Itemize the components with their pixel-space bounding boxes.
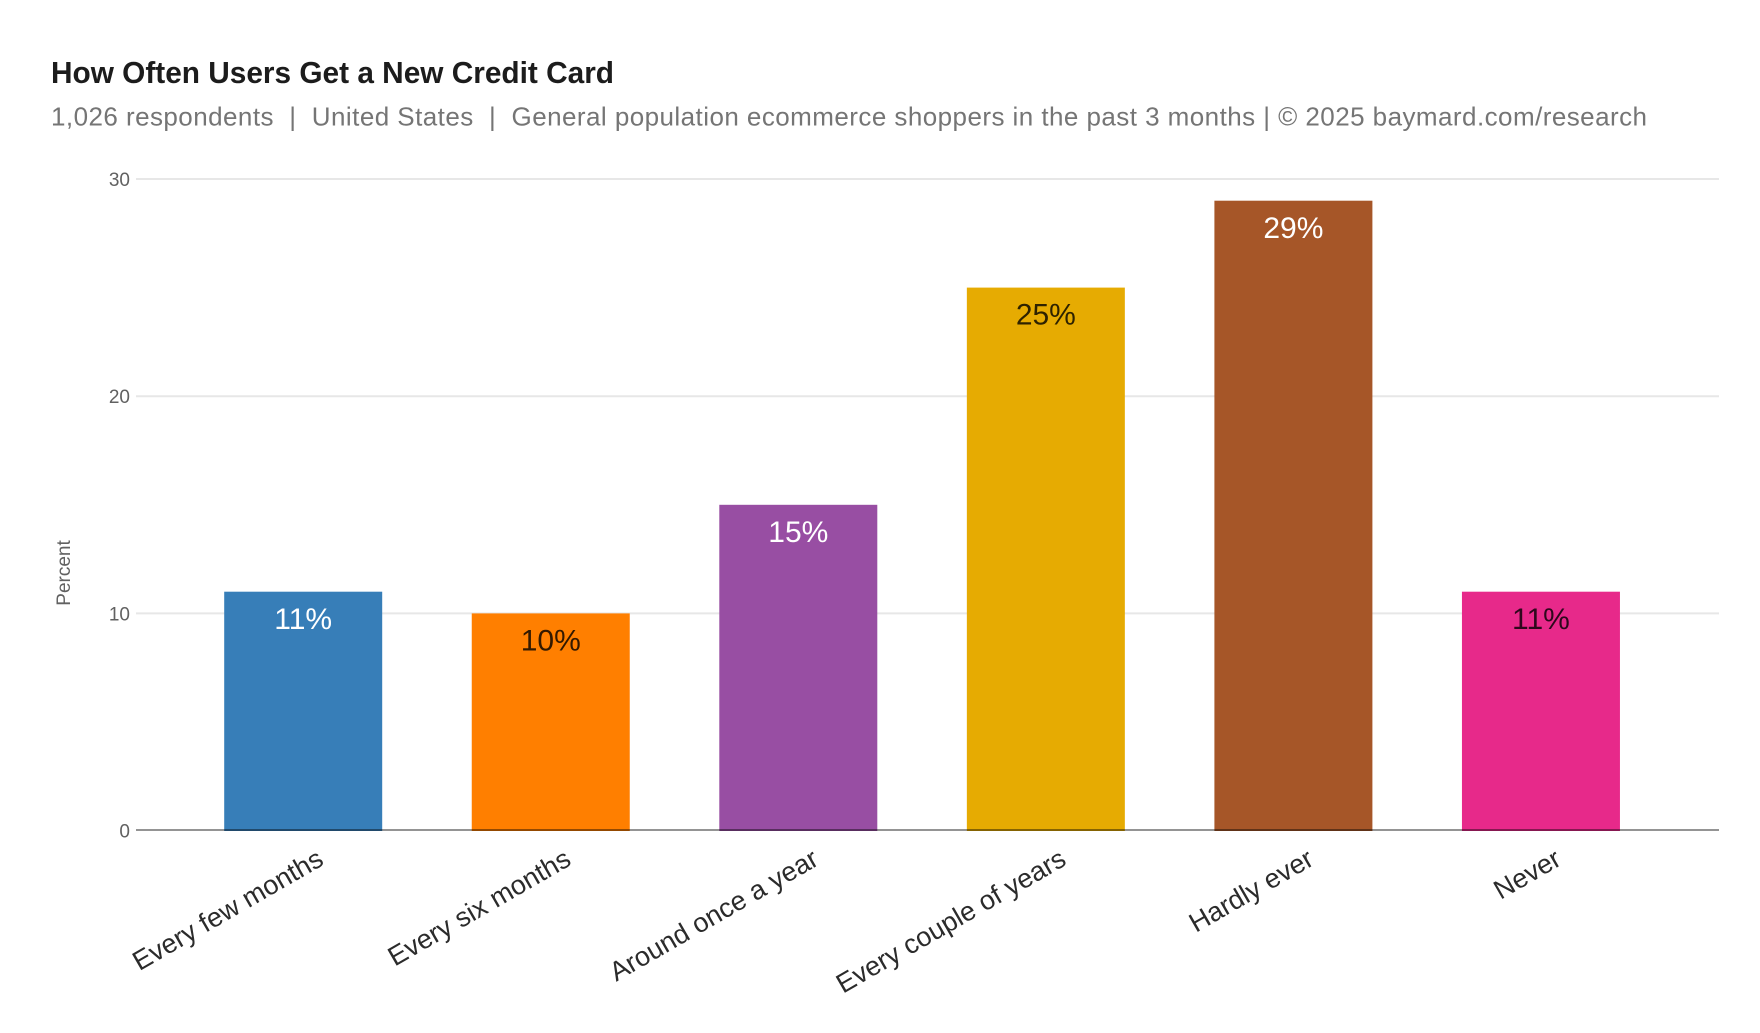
svg-text:25%: 25% (1016, 299, 1076, 332)
svg-text:10: 10 (109, 604, 130, 625)
svg-text:30: 30 (109, 170, 130, 191)
svg-text:10%: 10% (521, 625, 581, 658)
svg-text:How Often Users Get a New Cred: How Often Users Get a New Credit Card (51, 55, 614, 90)
svg-text:15%: 15% (768, 516, 828, 549)
svg-text:11%: 11% (1512, 603, 1570, 636)
svg-text:20: 20 (109, 387, 130, 408)
svg-text:11%: 11% (274, 603, 332, 636)
svg-text:29%: 29% (1263, 212, 1323, 245)
svg-text:1,026 respondents | United S: 1,026 respondents | United States | Gene… (51, 102, 1647, 132)
svg-text:0: 0 (119, 822, 130, 843)
svg-text:Percent: Percent (54, 540, 75, 606)
